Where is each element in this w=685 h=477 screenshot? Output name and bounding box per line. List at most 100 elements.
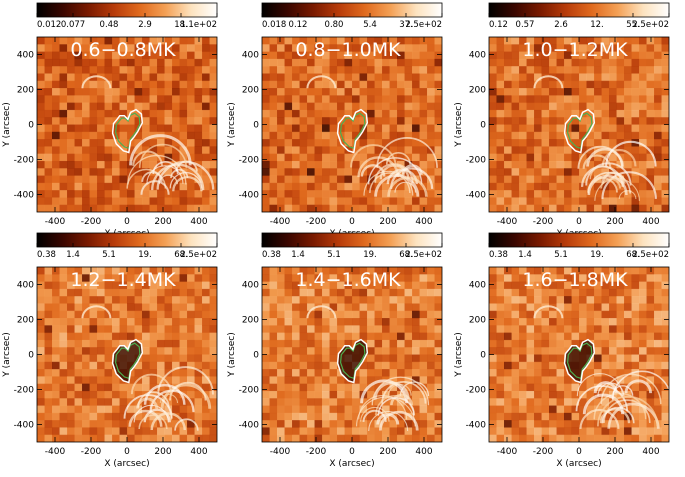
colorbar: [488, 2, 670, 18]
y-tick-label: 400: [242, 51, 259, 61]
outer-contour: [336, 338, 369, 384]
y-tick-label: -200: [14, 386, 35, 396]
y-tick-label: 0: [28, 121, 34, 131]
x-tick-label: 0: [124, 217, 130, 227]
panel-title: 1.4−1.6MK: [295, 269, 401, 291]
inner-contour: [566, 112, 593, 150]
y-axis-label: Y (arcsec): [227, 332, 237, 378]
x-tick-label: -200: [533, 217, 554, 227]
x-tick-label: -200: [306, 447, 327, 457]
panel-2: 0.018 0.12 0.80 5.4 37.2.5e+02 0.8−1.0MK -400 -…: [227, 2, 443, 239]
x-tick-label: -400: [270, 447, 291, 457]
inner-contour: [114, 112, 141, 150]
colorbar-tick-label: 5.1: [554, 250, 568, 260]
colorbar-tick-label: 0.077: [61, 20, 85, 30]
x-tick-label: -400: [45, 447, 66, 457]
y-tick-label: 0: [253, 121, 259, 131]
y-tick-label: -400: [466, 421, 487, 431]
x-tick-label: 200: [154, 447, 171, 457]
colorbar-tick-label: 68.: [174, 250, 188, 260]
colorbar-tick-label: 1.4: [518, 250, 532, 260]
y-tick-label: 400: [17, 281, 34, 291]
panel-3: 0.12 0.57 2.6 12. 55.2.5e+02 1.0−1.2MK -400 -20…: [454, 2, 670, 239]
y-axis-label: Y (arcsec): [454, 102, 464, 148]
inner-contour: [114, 342, 141, 380]
y-tick-label: -400: [466, 191, 487, 201]
x-tick-label: -200: [306, 217, 327, 227]
colorbar-tick-label: 18.: [174, 20, 188, 30]
panel-4: 0.38 1.4 5.1 19. 68.2.5e+02 1.2−1.4MK -400 -200…: [2, 232, 218, 469]
colorbar-tick-label: 5.1: [327, 250, 341, 260]
heatmap-image: [489, 267, 669, 442]
panel-title: 0.6−0.8MK: [70, 39, 176, 61]
colorbar-tick-label: 68.: [626, 250, 640, 260]
colorbar-tick-label: 0.38: [37, 250, 56, 260]
y-tick-label: 0: [253, 351, 259, 361]
x-tick-label: 400: [415, 217, 432, 227]
y-tick-label: 200: [242, 86, 259, 96]
colorbar-tick-label: 0.12: [289, 20, 308, 30]
colorbar-tick-label: 55.: [626, 20, 640, 30]
y-tick-label: -200: [14, 156, 35, 166]
colorbar: [488, 232, 670, 248]
panel-title: 1.0−1.2MK: [522, 39, 628, 61]
y-tick-label: -200: [239, 156, 260, 166]
colorbar-tick-label: 0.018: [262, 20, 286, 30]
x-tick-label: -400: [497, 447, 518, 457]
x-tick-label: 200: [379, 217, 396, 227]
heatmap-image: [37, 37, 217, 212]
x-axis-label: X (arcsec): [104, 459, 149, 469]
heatmap-image: [489, 37, 669, 212]
y-tick-label: -400: [14, 191, 35, 201]
x-tick-label: 400: [642, 447, 659, 457]
colorbar-tick-label: 68.: [399, 250, 413, 260]
inner-contour: [566, 342, 593, 380]
colorbar-tick-label: 37.: [399, 20, 413, 30]
y-tick-label: 0: [28, 351, 34, 361]
y-tick-label: 400: [242, 281, 259, 291]
colorbar: [36, 2, 218, 18]
colorbar-tick-label: 19.: [363, 250, 377, 260]
outer-contour: [111, 108, 144, 154]
colorbar-tick-label: 0.012: [37, 20, 61, 30]
y-axis-label: Y (arcsec): [2, 332, 12, 378]
colorbar-tick-label: 0.80: [325, 20, 344, 30]
colorbar-tick-label: 1.4: [66, 250, 80, 260]
colorbar-tick-label: 2.5e+02: [632, 250, 669, 260]
y-tick-label: 200: [17, 316, 34, 326]
panel-5: 0.38 1.4 5.1 19. 68.2.5e+02 1.4−1.6MK -400 -200…: [227, 232, 443, 469]
outer-contour: [563, 338, 596, 384]
y-tick-label: 200: [242, 316, 259, 326]
colorbar: [36, 232, 218, 248]
x-tick-label: 0: [576, 447, 582, 457]
y-tick-label: -200: [239, 386, 260, 396]
y-axis-label: Y (arcsec): [2, 102, 12, 148]
x-tick-label: 400: [642, 217, 659, 227]
y-tick-label: 200: [469, 86, 486, 96]
x-tick-label: 200: [154, 217, 171, 227]
x-tick-label: -400: [45, 217, 66, 227]
heatmap-image: [37, 267, 217, 442]
outer-contour: [563, 108, 596, 154]
x-tick-label: -400: [497, 217, 518, 227]
colorbar-tick-label: 19.: [590, 250, 604, 260]
outer-contour: [111, 338, 144, 384]
colorbar-tick-label: 2.5e+02: [405, 250, 442, 260]
colorbar-tick-label: 1.1e+02: [180, 20, 217, 30]
x-tick-label: 400: [415, 447, 432, 457]
y-tick-label: -200: [466, 386, 487, 396]
y-tick-label: -400: [14, 421, 35, 431]
colorbar-tick-label: 5.4: [363, 20, 377, 30]
x-tick-label: 400: [190, 447, 207, 457]
colorbar: [261, 2, 443, 18]
panel-title: 1.2−1.4MK: [70, 269, 176, 291]
x-tick-label: 0: [349, 447, 355, 457]
x-tick-label: -200: [81, 217, 102, 227]
colorbar-tick-label: 12.: [590, 20, 604, 30]
panel-title: 0.8−1.0MK: [295, 39, 401, 61]
x-tick-label: 200: [606, 217, 623, 227]
colorbar-tick-label: 19.: [138, 250, 152, 260]
colorbar-tick-label: 1.4: [291, 250, 305, 260]
y-tick-label: 400: [17, 51, 34, 61]
